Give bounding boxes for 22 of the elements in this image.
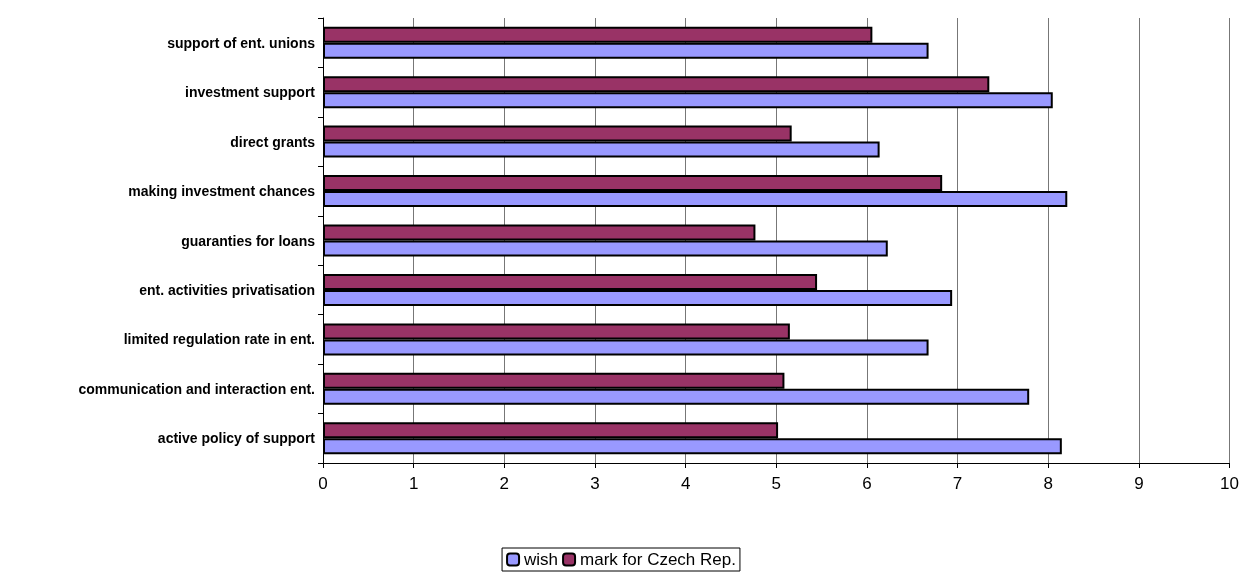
y-tick-label: direct grants [230,133,316,150]
legend-label: mark for Czech Rep. [580,550,736,569]
y-tick-label: communication and interaction ent. [78,380,315,397]
x-tick-label: 1 [408,474,419,493]
x-tick-label: 7 [952,474,963,493]
y-tick-label: investment support [185,84,316,101]
y-tick-label: active policy of support [157,430,316,447]
y-tick-label: support of ent. unions [167,34,316,51]
x-tick-label: 10 [1220,474,1240,493]
y-tick-label: limited regulation rate in ent. [123,331,315,348]
x-tick-label: 8 [1043,474,1053,493]
x-tick-label: 3 [590,474,600,493]
legend-label: wish [523,550,559,569]
x-tick-label: 6 [862,474,872,493]
x-tick-label: 5 [771,474,782,493]
x-tick-label: 0 [318,474,328,493]
x-tick-label: 9 [1134,474,1144,493]
y-tick-label: ent. activities privatisation [139,281,315,298]
x-tick-label: 4 [680,474,691,493]
y-tick-label: making investment chances [128,183,316,200]
x-tick-label: 2 [499,474,510,493]
y-tick-label: guaranties for loans [181,232,316,249]
